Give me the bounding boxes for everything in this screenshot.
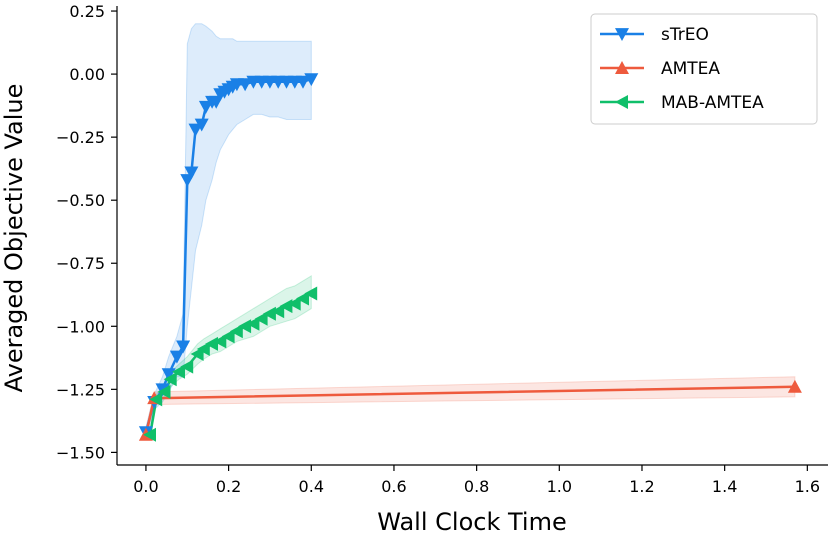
- x-axis-ticks: 0.0 0.2 0.4 0.6 0.8 1.0 1.2 1.4 1.6: [133, 465, 820, 496]
- marker-mab-amtea: [229, 324, 243, 339]
- band-amtea: [145, 376, 796, 440]
- marker-streo: [161, 368, 176, 382]
- x-tick-label: 0.6: [381, 477, 406, 496]
- x-tick-label: 0.4: [299, 477, 324, 496]
- y-axis-title: Averaged Objective Value: [0, 84, 28, 393]
- marker-streo: [176, 340, 191, 354]
- y-tick-label: −0.25: [56, 128, 105, 147]
- y-tick-label: −1.00: [56, 317, 105, 336]
- marker-streo: [194, 118, 209, 132]
- y-tick-label: −0.50: [56, 191, 105, 210]
- x-tick-label: 0.2: [216, 477, 241, 496]
- y-tick-label: 0.25: [69, 2, 105, 21]
- marker-streo: [304, 73, 319, 87]
- y-tick-label: 0.00: [69, 65, 105, 84]
- marker-streo: [169, 350, 184, 364]
- y-axis-ticks: 0.25 0.00 −0.25 −0.50 −0.75 −1.00 −1.25 −1.50: [56, 2, 117, 462]
- marker-mab-amtea: [287, 296, 301, 311]
- marker-streo: [198, 100, 213, 114]
- marker-mab-amtea: [238, 319, 252, 334]
- marker-mab-amtea: [205, 336, 218, 351]
- x-tick-label: 1.2: [629, 477, 654, 496]
- marker-mab-amtea: [221, 329, 235, 344]
- x-axis-title: Wall Clock Time: [377, 508, 566, 536]
- marker-mab-amtea: [163, 372, 177, 387]
- marker-mab-amtea: [296, 291, 309, 306]
- legend: sTrEO AMTEA MAB-AMTEA: [590, 13, 818, 125]
- marker-mab-amtea: [246, 316, 260, 331]
- axes: [116, 6, 828, 466]
- y-tick-label: −1.50: [56, 443, 105, 462]
- marker-streo: [238, 78, 253, 92]
- y-tick-label: −1.25: [56, 380, 105, 399]
- marker-mab-amtea: [254, 311, 268, 326]
- marker-amtea: [787, 379, 802, 393]
- marker-streo: [296, 75, 310, 89]
- legend-label-streo: sTrEO: [661, 25, 709, 45]
- marker-mab-amtea: [143, 427, 156, 442]
- legend-label-amtea: AMTEA: [661, 59, 720, 79]
- x-tick-label: 1.4: [712, 477, 737, 496]
- marker-streo: [184, 166, 199, 180]
- marker-mab-amtea: [180, 359, 194, 374]
- marker-mab-amtea: [149, 392, 163, 407]
- marker-mab-amtea: [157, 384, 171, 399]
- marker-mab-amtea: [279, 299, 293, 314]
- marker-mab-amtea: [172, 364, 185, 379]
- y-tick-label: −0.75: [56, 254, 105, 273]
- series-markers: [138, 73, 802, 442]
- band-streo: [145, 23, 312, 438]
- legend-marker-mab-amtea: [615, 95, 628, 109]
- marker-mab-amtea: [304, 286, 318, 301]
- x-tick-label: 1.0: [547, 477, 572, 496]
- marker-streo: [188, 123, 203, 137]
- x-tick-label: 0.8: [464, 477, 489, 496]
- legend-marker-streo: [615, 28, 629, 41]
- legend-marker-amtea: [615, 61, 629, 74]
- marker-mab-amtea: [271, 304, 285, 319]
- legend-label-mab-amtea: MAB-AMTEA: [661, 93, 764, 113]
- legend-box: [590, 13, 818, 125]
- marker-mab-amtea: [213, 334, 227, 349]
- marker-mab-amtea: [262, 306, 276, 321]
- x-tick-label: 0.0: [133, 477, 158, 496]
- x-tick-label: 1.6: [795, 477, 820, 496]
- marker-mab-amtea: [196, 342, 210, 356]
